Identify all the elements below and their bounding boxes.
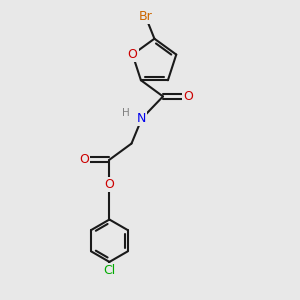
Text: O: O (80, 153, 89, 166)
Text: O: O (183, 90, 193, 103)
Text: O: O (128, 48, 137, 61)
Text: H: H (122, 108, 130, 118)
Text: Br: Br (139, 10, 152, 23)
Text: Cl: Cl (103, 264, 116, 277)
Text: N: N (137, 112, 146, 125)
Text: O: O (104, 178, 114, 191)
